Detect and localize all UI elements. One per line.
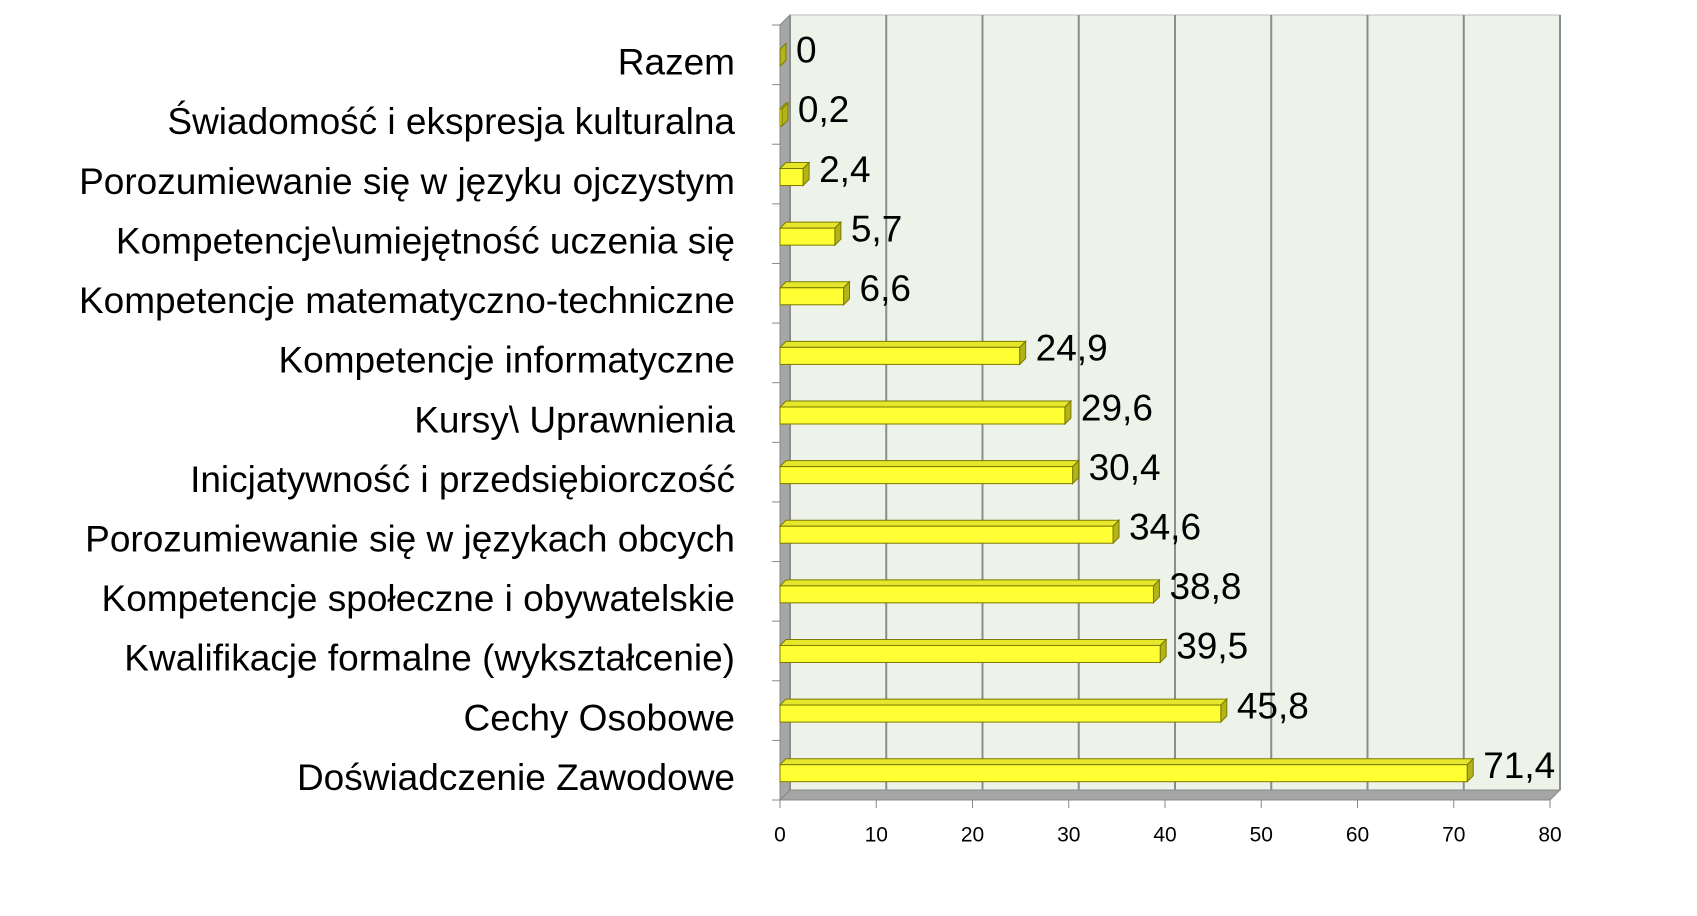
y-tick-label: Porozumiewanie się w języku ojczystym	[79, 161, 735, 202]
bar-top	[778, 638, 1168, 646]
floor	[778, 789, 1562, 801]
bar-top	[778, 519, 1121, 527]
bar	[779, 406, 1066, 425]
bar-top	[778, 758, 1475, 766]
bar	[779, 168, 804, 187]
bar	[779, 525, 1114, 544]
value-label: 39,5	[1176, 626, 1248, 667]
x-tick-label: 30	[1057, 824, 1080, 847]
bar	[779, 108, 783, 127]
bar	[779, 287, 845, 306]
y-tick-label: Doświadczenie Zawodowe	[297, 757, 735, 798]
bar	[779, 585, 1154, 604]
y-tick-label: Kompetencje informatyczne	[278, 340, 735, 381]
y-tick-label: Kompetencje\umiejętność uczenia się	[116, 220, 735, 261]
y-tick-label: Kompetencje matematyczno-techniczne	[79, 280, 735, 321]
x-tick-label: 50	[1250, 824, 1273, 847]
bar	[779, 466, 1074, 485]
value-label: 6,6	[860, 268, 911, 309]
x-tick-label: 20	[961, 824, 984, 847]
bar-top	[778, 579, 1161, 587]
y-tick-label: Cechy Osobowe	[464, 697, 735, 738]
bar	[779, 227, 836, 246]
x-tick-label: 0	[774, 824, 786, 847]
x-tick-label: 10	[865, 824, 888, 847]
value-label: 0,2	[798, 89, 849, 130]
value-label: 38,8	[1169, 566, 1241, 607]
x-tick-label: 60	[1346, 824, 1369, 847]
bar-top	[778, 698, 1229, 706]
y-tick-label: Kursy\ Uprawnienia	[414, 399, 735, 440]
bar-side	[779, 42, 787, 68]
y-tick-label: Razem	[618, 42, 735, 83]
y-tick-label: Kompetencje społeczne i obywatelskie	[102, 578, 735, 619]
bar-top	[778, 281, 851, 289]
bar-top	[778, 340, 1027, 348]
bar-top	[778, 221, 843, 229]
value-label: 34,6	[1129, 507, 1201, 548]
value-label: 29,6	[1081, 387, 1153, 428]
bar	[779, 704, 1222, 723]
value-label: 24,9	[1036, 328, 1108, 369]
bar-top	[778, 460, 1080, 468]
value-label: 45,8	[1237, 685, 1309, 726]
value-label: 2,4	[819, 149, 870, 190]
x-tick-label: 40	[1153, 824, 1176, 847]
y-tick-label: Inicjatywność i przedsiębiorczość	[190, 459, 735, 500]
y-tick-label: Świadomość i ekspresja kulturalna	[167, 100, 735, 142]
y-tick-label: Porozumiewanie się w językach obcych	[85, 519, 735, 560]
bar-top	[778, 400, 1073, 408]
x-tick-label: 80	[1538, 824, 1561, 847]
value-label: 0	[796, 30, 817, 71]
bar	[779, 644, 1161, 663]
value-label: 30,4	[1089, 447, 1161, 488]
bar	[779, 764, 1468, 783]
y-tick-label: Kwalifikacje formalne (wykształcenie)	[124, 638, 735, 679]
value-label: 5,7	[851, 208, 902, 249]
x-tick-label: 70	[1442, 824, 1465, 847]
bar	[779, 346, 1021, 365]
value-label: 71,4	[1483, 745, 1555, 786]
